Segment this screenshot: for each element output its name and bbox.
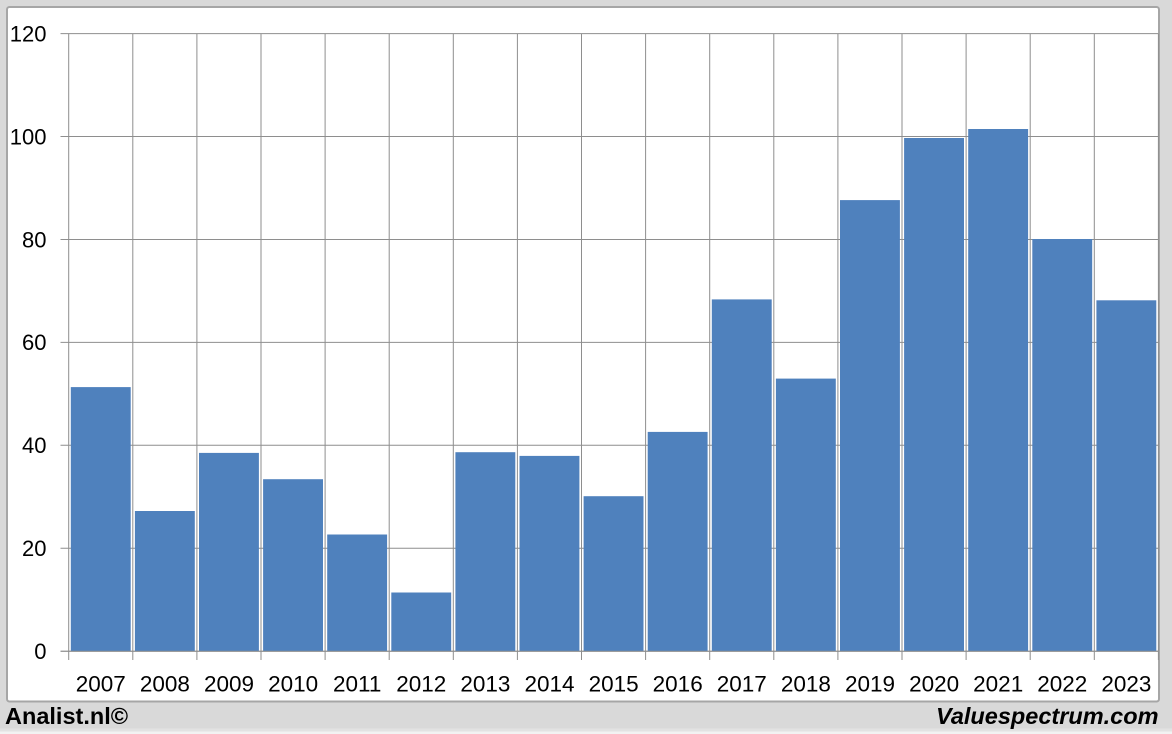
svg-text:2013: 2013	[460, 672, 510, 697]
svg-text:2015: 2015	[589, 672, 639, 697]
svg-text:2010: 2010	[268, 672, 318, 697]
svg-text:2021: 2021	[973, 672, 1023, 697]
svg-text:2019: 2019	[845, 672, 895, 697]
svg-text:2009: 2009	[204, 672, 254, 697]
svg-text:0: 0	[34, 639, 46, 664]
svg-text:2020: 2020	[909, 672, 959, 697]
svg-text:Analist.nl©: Analist.nl©	[5, 703, 128, 729]
svg-text:2016: 2016	[653, 672, 703, 697]
svg-text:2023: 2023	[1101, 672, 1151, 697]
svg-text:2017: 2017	[717, 672, 767, 697]
svg-text:120: 120	[10, 21, 47, 46]
svg-text:2014: 2014	[524, 672, 574, 697]
svg-text:40: 40	[22, 433, 46, 458]
svg-text:2008: 2008	[140, 672, 190, 697]
svg-text:2022: 2022	[1037, 672, 1087, 697]
svg-text:Valuespectrum.com: Valuespectrum.com	[936, 703, 1158, 729]
svg-text:20: 20	[22, 536, 46, 561]
svg-text:100: 100	[10, 124, 47, 149]
svg-text:2012: 2012	[396, 672, 446, 697]
svg-text:2018: 2018	[781, 672, 831, 697]
svg-text:80: 80	[22, 227, 46, 252]
svg-text:2011: 2011	[333, 672, 381, 697]
svg-text:2007: 2007	[76, 672, 126, 697]
svg-text:60: 60	[22, 330, 46, 355]
